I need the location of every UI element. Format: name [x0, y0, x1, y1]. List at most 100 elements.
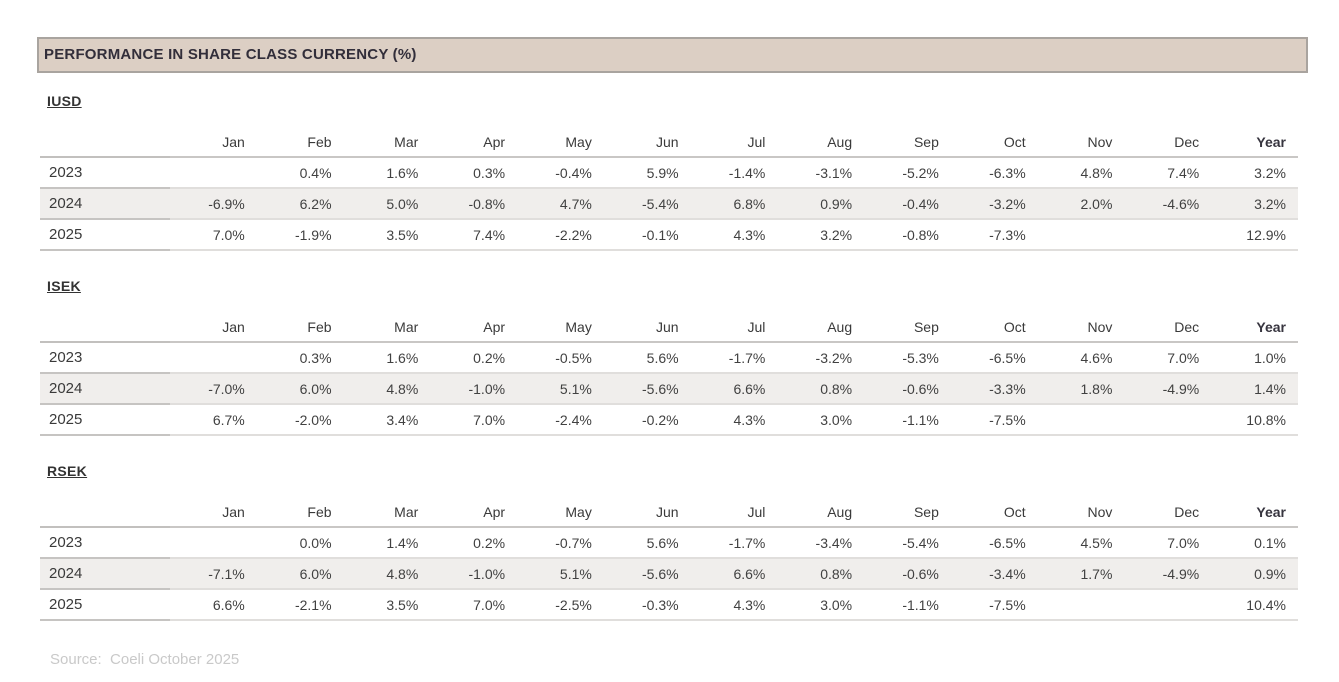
table-row-2025: 2025 6.6% -2.1% 3.5% 7.0% -2.5% -0.3% 4.3% 3.0% -… [40, 589, 1298, 621]
month-value-cell: 0.8% [777, 558, 865, 590]
month-value-cell: -7.3% [950, 219, 1038, 251]
month-value-cell: -7.0% [170, 373, 257, 405]
month-value-cell: -5.4% [864, 527, 951, 559]
header-row: Jan Feb Mar Apr May Jun Jul Aug Sep Oct Nov Dec Year [40, 497, 1298, 528]
month-value-cell [170, 342, 257, 374]
month-value-cell: -1.9% [256, 219, 344, 251]
month-value-cell: -2.2% [517, 219, 604, 251]
month-value-cell: 5.9% [603, 157, 691, 189]
month-column-header: Nov [1037, 127, 1125, 158]
year-row-label: 2023 [40, 342, 170, 374]
year-column-header: Year [1211, 497, 1298, 528]
month-column-header: Jul [690, 127, 778, 158]
month-value-cell: -1.7% [690, 527, 778, 559]
month-column-header: Sep [864, 312, 951, 343]
month-value-cell: -2.0% [256, 404, 344, 436]
table-row-2023: 2023 0.0% 1.4% 0.2% -0.7% 5.6% -1.7% -3.4% -5.4%… [40, 527, 1298, 559]
table-header: Jan Feb Mar Apr May Jun Jul Aug Sep Oct Nov Dec Year [40, 497, 1298, 528]
month-value-cell: -6.5% [950, 527, 1038, 559]
month-value-cell: -5.4% [603, 188, 691, 220]
month-column-header: Mar [343, 312, 431, 343]
month-value-cell: -0.6% [864, 558, 951, 590]
table-row-2024: 2024 -6.9% 6.2% 5.0% -0.8% 4.7% -5.4% 6.8% 0.9% -… [40, 188, 1298, 220]
month-column-header: May [517, 127, 604, 158]
month-column-header: Nov [1037, 312, 1125, 343]
month-value-cell: 0.3% [430, 157, 518, 189]
month-value-cell: 4.5% [1037, 527, 1125, 559]
share-class-heading-isek: ISEK [47, 278, 81, 294]
year-total-cell: 12.9% [1211, 219, 1298, 251]
performance-table-iusd: Jan Feb Mar Apr May Jun Jul Aug Sep Oct Nov Dec Year… [40, 127, 1298, 251]
month-value-cell: -3.4% [777, 527, 865, 559]
month-value-cell [1037, 589, 1125, 621]
table-row-2024: 2024 -7.1% 6.0% 4.8% -1.0% 5.1% -5.6% 6.6% 0.8% -… [40, 558, 1298, 590]
month-value-cell: -5.6% [603, 373, 691, 405]
month-column-header: Mar [343, 497, 431, 528]
month-value-cell: 7.0% [430, 404, 518, 436]
month-value-cell: -0.5% [517, 342, 604, 374]
month-value-cell: 0.3% [256, 342, 344, 374]
month-value-cell: 5.6% [603, 342, 691, 374]
month-column-header: Jun [603, 127, 691, 158]
month-column-header: Jan [170, 497, 257, 528]
table-row-2023: 2023 0.4% 1.6% 0.3% -0.4% 5.9% -1.4% -3.1% -5.2%… [40, 157, 1298, 189]
year-row-label: 2025 [40, 219, 170, 251]
share-class-heading-rsek: RSEK [47, 463, 88, 479]
header-row: Jan Feb Mar Apr May Jun Jul Aug Sep Oct Nov Dec Year [40, 127, 1298, 158]
table-row-2025: 2025 7.0% -1.9% 3.5% 7.4% -2.2% -0.1% 4.3% 3.2% -… [40, 219, 1298, 251]
month-value-cell: -7.1% [170, 558, 257, 590]
table-row-2024: 2024 -7.0% 6.0% 4.8% -1.0% 5.1% -5.6% 6.6% 0.8% -… [40, 373, 1298, 405]
month-value-cell [1124, 219, 1212, 251]
month-value-cell: -3.2% [777, 342, 865, 374]
month-value-cell: -1.1% [864, 404, 951, 436]
month-value-cell [1124, 404, 1212, 436]
month-value-cell: -0.3% [603, 589, 691, 621]
month-value-cell: 4.8% [343, 558, 431, 590]
month-value-cell: -3.2% [950, 188, 1038, 220]
month-column-header: Jul [690, 497, 778, 528]
month-column-header: Mar [343, 127, 431, 158]
month-column-header: Feb [256, 312, 344, 343]
month-column-header: Jun [603, 312, 691, 343]
month-value-cell: 4.3% [690, 589, 778, 621]
month-value-cell: -0.6% [864, 373, 951, 405]
month-column-header: Sep [864, 127, 951, 158]
performance-title-bar: PERFORMANCE IN SHARE CLASS CURRENCY (%) [37, 37, 1308, 73]
month-value-cell: -4.6% [1124, 188, 1212, 220]
month-value-cell: 1.6% [343, 342, 431, 374]
month-column-header: Dec [1124, 497, 1212, 528]
month-value-cell: 7.0% [430, 589, 518, 621]
share-class-section-isek: ISEK Jan Feb Mar Apr May Jun Jul Aug Sep Oct Nov Dec… [37, 278, 1308, 436]
month-value-cell: -1.0% [430, 373, 518, 405]
table-body: 2023 0.4% 1.6% 0.3% -0.4% 5.9% -1.4% -3.1% -5.2%… [40, 157, 1298, 251]
month-value-cell: -1.0% [430, 558, 518, 590]
month-value-cell: -3.1% [777, 157, 865, 189]
month-value-cell: 1.4% [343, 527, 431, 559]
year-row-label: 2023 [40, 157, 170, 189]
share-class-heading-iusd: IUSD [47, 93, 82, 109]
year-column-header: Year [1211, 127, 1298, 158]
month-column-header: Feb [256, 497, 344, 528]
month-value-cell: 6.6% [690, 558, 778, 590]
table-row-2023: 2023 0.3% 1.6% 0.2% -0.5% 5.6% -1.7% -3.2% -5.3%… [40, 342, 1298, 374]
month-column-header: Dec [1124, 312, 1212, 343]
tables-container: IUSD Jan Feb Mar Apr May Jun Jul Aug Sep Oct Nov Dec… [37, 93, 1308, 621]
month-value-cell: -0.4% [517, 157, 604, 189]
year-row-label: 2025 [40, 589, 170, 621]
table-row-2025: 2025 6.7% -2.0% 3.4% 7.0% -2.4% -0.2% 4.3% 3.0% -… [40, 404, 1298, 436]
year-total-cell: 3.2% [1211, 188, 1298, 220]
month-value-cell: -1.4% [690, 157, 778, 189]
month-value-cell: 1.7% [1037, 558, 1125, 590]
year-row-label: 2024 [40, 373, 170, 405]
month-column-header: Nov [1037, 497, 1125, 528]
performance-table-isek: Jan Feb Mar Apr May Jun Jul Aug Sep Oct Nov Dec Year… [40, 312, 1298, 436]
row-label-column-header [40, 312, 170, 343]
month-value-cell: 0.2% [430, 527, 518, 559]
month-value-cell: 5.1% [517, 558, 604, 590]
month-value-cell [1037, 404, 1125, 436]
month-value-cell: 6.2% [256, 188, 344, 220]
month-value-cell: 0.2% [430, 342, 518, 374]
month-column-header: Apr [430, 312, 518, 343]
month-value-cell: 4.6% [1037, 342, 1125, 374]
month-value-cell: 3.2% [777, 219, 865, 251]
